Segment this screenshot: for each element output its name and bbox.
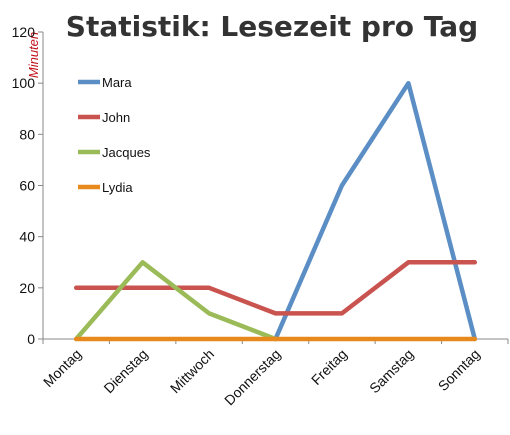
x-tick-label-montag: Montag — [40, 346, 84, 390]
y-tick-label: 80 — [19, 126, 35, 142]
legend-label-jacques: Jacques — [102, 145, 151, 160]
legend-label-mara: Mara — [102, 75, 132, 90]
x-tick-label-samstag: Samstag — [366, 346, 416, 396]
series-line-mara — [273, 80, 478, 342]
chart-title: Statistik: Lesezeit pro Tag — [66, 10, 478, 43]
x-tick-label-donnerstag: Donnerstag — [221, 346, 284, 409]
y-tick-label: 40 — [19, 229, 35, 245]
y-tick-label: 0 — [27, 331, 35, 347]
legend-label-lydia: Lydia — [102, 180, 133, 195]
series-line-jacques — [73, 260, 278, 342]
x-tick-label-sonntag: Sonntag — [435, 346, 483, 394]
legend: Mara John Jacques Lydia — [78, 75, 151, 195]
y-tick-label: 120 — [12, 24, 36, 40]
series-line-john — [73, 260, 478, 316]
y-tick-label: 100 — [12, 75, 36, 91]
y-axis-label: Minuten — [26, 32, 41, 78]
x-tick-label-mittwoch: Mittwoch — [167, 346, 217, 396]
y-tick-label: 60 — [19, 178, 35, 194]
y-tick-label: 20 — [19, 280, 35, 296]
x-tick-label-dienstag: Dienstag — [100, 346, 150, 396]
series-lines — [73, 80, 478, 342]
x-tick-label-freitag: Freitag — [308, 346, 350, 388]
legend-label-john: John — [102, 110, 130, 125]
